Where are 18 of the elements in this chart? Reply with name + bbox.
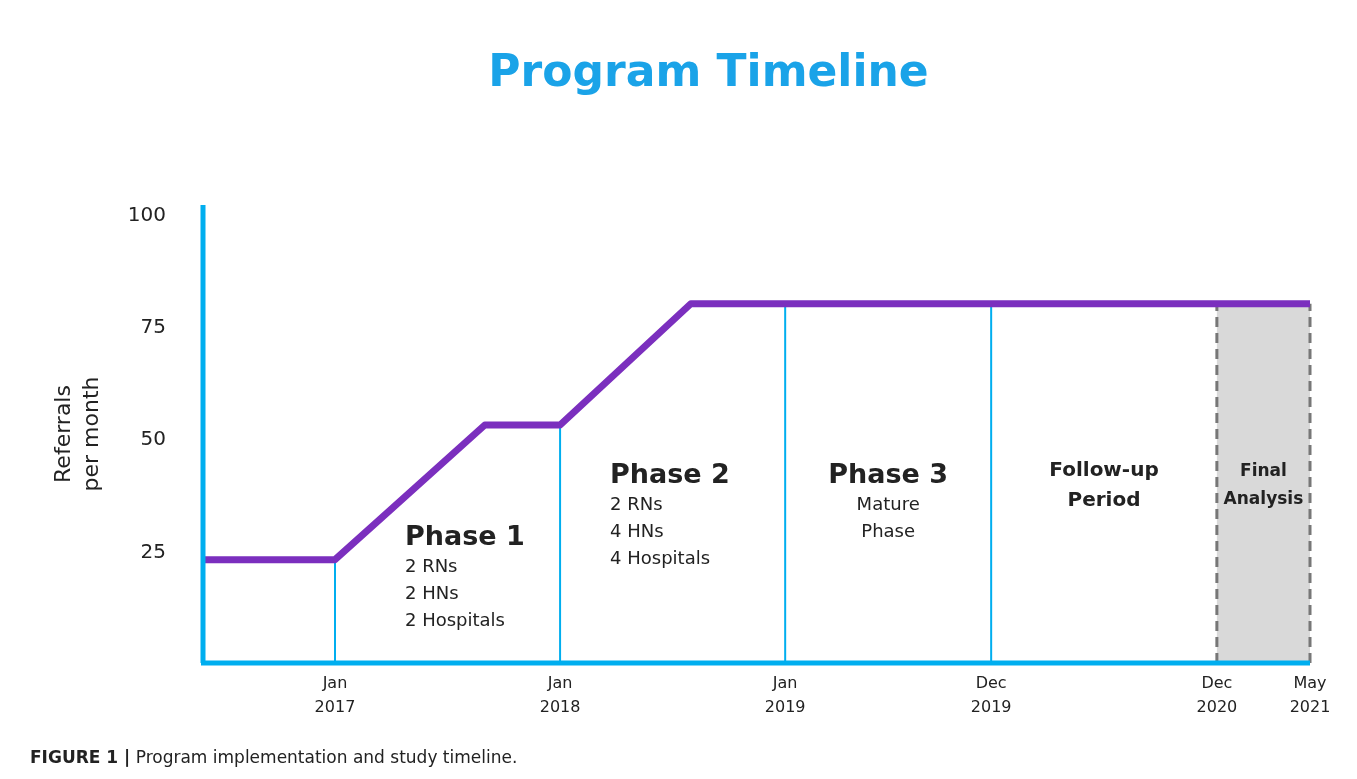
annotation: Phase 2 2 RNs 4 HNs 4 Hospitals (610, 458, 730, 568)
y-tick-label: 50 (140, 426, 166, 451)
x-tick-label: Jan 2017 (314, 673, 356, 716)
annotation: Phase 3 Mature Phase (828, 458, 949, 541)
caption: FIGURE 1 | Program implementation and study timeline. (30, 747, 518, 767)
x-tick-label: Jan 2019 (764, 673, 806, 716)
chart-title: Program Timeline (488, 45, 929, 96)
annotation: Phase 1 2 RNs 2 HNs 2 Hospitals (404, 520, 525, 630)
x-tick-label: Jan 2018 (539, 673, 581, 716)
annotation: Follow-up Period (1049, 457, 1159, 511)
x-tick-label: Dec 2019 (970, 673, 1012, 716)
y-tick-label: 75 (140, 314, 166, 339)
x-tick-label: May 2021 (1289, 673, 1331, 716)
y-tick-label: 100 (127, 201, 166, 226)
y-axis-title: Referrals per month (50, 376, 103, 492)
band-label: Final Analysis (1223, 460, 1304, 508)
x-tick-label: Dec 2020 (1196, 673, 1238, 716)
y-tick-label: 25 (140, 538, 166, 563)
